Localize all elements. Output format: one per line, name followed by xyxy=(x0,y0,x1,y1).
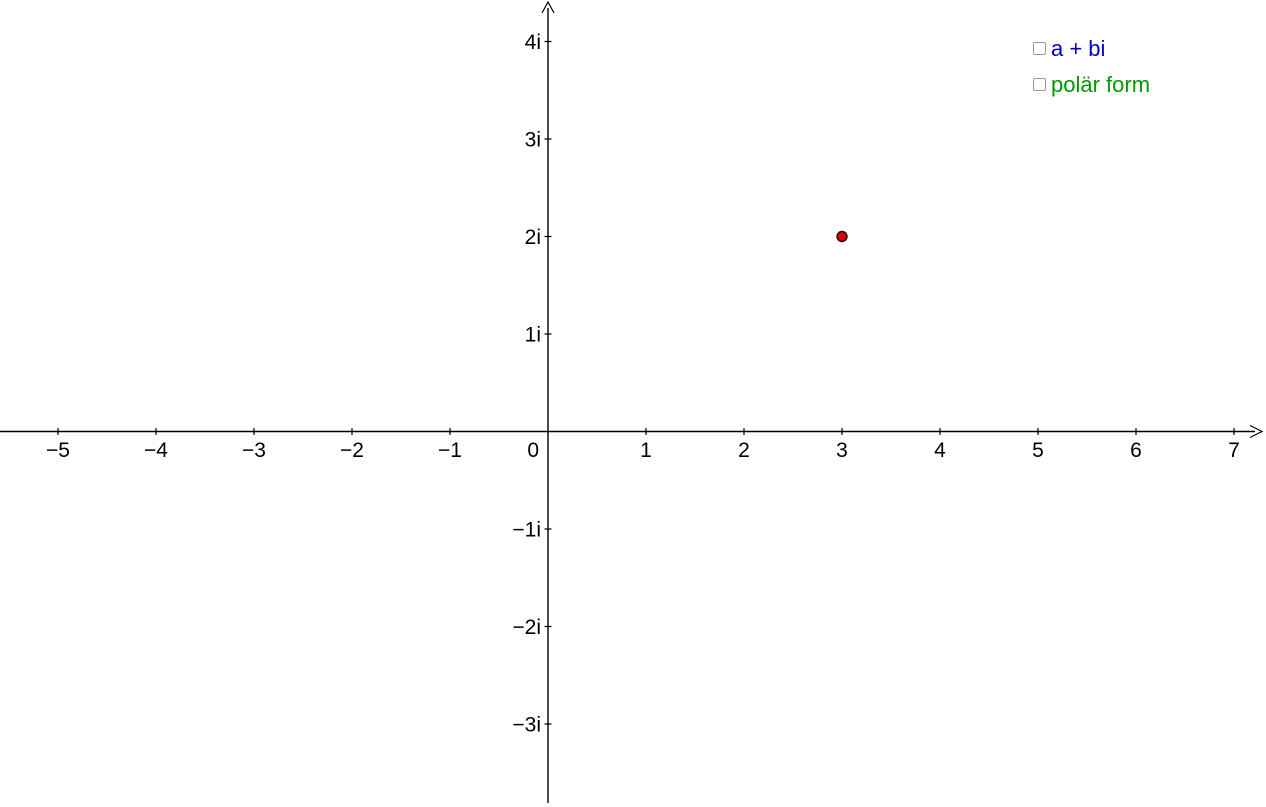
y-axis-tick-label: −3i xyxy=(512,714,541,737)
y-axis-tick-label: 4i xyxy=(525,31,541,54)
origin-label: 0 xyxy=(527,439,539,462)
checkbox-panel: a + bi polär form xyxy=(1033,35,1150,107)
checkbox-a-plus-bi[interactable]: a + bi xyxy=(1033,35,1150,62)
x-axis-tick-label: −5 xyxy=(46,439,70,462)
y-axis-tick-label: 1i xyxy=(525,324,541,347)
x-axis-tick-label: −4 xyxy=(144,439,168,462)
checkbox-a-plus-bi-label: a + bi xyxy=(1051,36,1106,61)
x-axis-tick-label: −3 xyxy=(242,439,266,462)
x-axis-tick-label: 4 xyxy=(934,439,946,462)
y-axis-arrow-icon xyxy=(541,0,555,14)
checkbox-polar-form-label: polär form xyxy=(1051,72,1151,97)
x-axis-tick-label: 6 xyxy=(1130,439,1142,462)
checkbox-polar-form[interactable]: polär form xyxy=(1033,71,1150,98)
x-axis-tick-label: 1 xyxy=(640,439,652,462)
x-axis-tick-label: 3 xyxy=(836,439,848,462)
y-axis-tick-label: −2i xyxy=(512,616,541,639)
y-axis-tick-label: −1i xyxy=(512,519,541,542)
x-axis-tick-label: 2 xyxy=(738,439,750,462)
complex-point[interactable] xyxy=(836,230,848,243)
x-axis-tick-label: −2 xyxy=(340,439,364,462)
x-axis-tick-label: 7 xyxy=(1228,439,1240,462)
x-axis-arrow-icon xyxy=(1249,424,1264,439)
x-axis-tick-label: −1 xyxy=(438,439,462,462)
checkbox-unchecked-icon[interactable] xyxy=(1033,78,1046,91)
x-axis-tick-label: 5 xyxy=(1032,439,1044,462)
y-axis-tick-label: 3i xyxy=(525,129,541,152)
checkbox-unchecked-icon[interactable] xyxy=(1033,42,1046,55)
y-axis-tick-label: 2i xyxy=(525,226,541,249)
